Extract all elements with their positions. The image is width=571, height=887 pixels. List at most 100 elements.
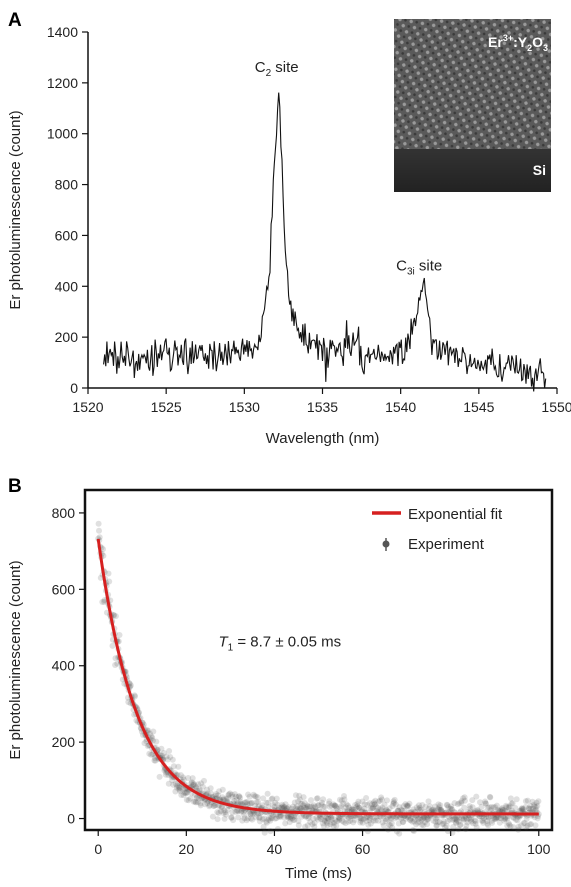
experiment-point [268, 796, 275, 803]
experiment-point [357, 815, 364, 822]
experiment-point [194, 799, 201, 806]
experiment-point [446, 816, 453, 823]
experiment-point [517, 807, 524, 814]
experiment-point [269, 815, 275, 822]
experiment-point [224, 806, 231, 813]
experiment-point [432, 815, 439, 822]
experiment-point [387, 814, 394, 821]
experiment-point [422, 803, 429, 810]
x-tick-label: 1525 [151, 399, 182, 415]
experiment-point [334, 818, 341, 825]
experiment-point [243, 817, 250, 824]
experiment-point [335, 814, 342, 821]
experiment-point [492, 804, 499, 811]
experiment-point [435, 801, 442, 808]
experiment-point [523, 815, 530, 822]
experiment-point [419, 816, 426, 822]
experiment-point [335, 817, 342, 823]
experiment-point [395, 807, 402, 814]
experiment-point [222, 809, 229, 816]
panel-b-chart: 0 200 400 600 800 0 20 40 60 80 100 Exponential fi… [7, 488, 554, 882]
experiment-point [417, 807, 424, 814]
experiment-point [414, 814, 421, 820]
experiment-point [432, 803, 439, 810]
experiment-point [405, 814, 411, 820]
experiment-point [316, 814, 323, 821]
experiment-point [470, 820, 476, 827]
experiment-point [95, 520, 102, 527]
experiment-point [522, 798, 529, 805]
experiment-point [378, 807, 385, 814]
experiment-point [190, 780, 197, 787]
experiment-point [248, 815, 255, 822]
experiment-point [520, 820, 527, 827]
experiment-point [527, 802, 534, 809]
panel-b-x-axis-title: Time (ms) [285, 865, 352, 882]
experiment-point [532, 803, 539, 810]
experiment-point [421, 814, 428, 821]
experiment-point [372, 817, 379, 824]
experiment-point [396, 804, 403, 811]
experiment-point [125, 699, 132, 705]
experiment-point [441, 818, 447, 825]
experiment-point [323, 818, 330, 825]
experiment-point [456, 800, 463, 807]
experiment-point [532, 822, 539, 829]
experiment-point [519, 806, 526, 813]
experiment-point [235, 807, 242, 814]
x-tick-label: 1535 [307, 399, 338, 415]
panel-a-series [103, 92, 547, 392]
experiment-point [255, 803, 262, 810]
experiment-point [207, 785, 214, 792]
experiment-point [238, 800, 245, 807]
experiment-point [405, 802, 412, 809]
experiment-point [534, 803, 541, 809]
experiment-point [522, 804, 529, 810]
experiment-point [328, 816, 335, 823]
experiment-point [331, 802, 338, 809]
experiment-point [342, 813, 349, 820]
experiment-point [396, 830, 403, 837]
experiment-point [463, 815, 469, 821]
experiment-point [482, 798, 489, 805]
experiment-point [507, 795, 514, 802]
experiment-point [181, 789, 188, 796]
experiment-point [363, 795, 370, 801]
experiment-point [413, 804, 420, 811]
x-tick-label: 60 [355, 841, 371, 857]
experiment-point [452, 815, 459, 822]
experiment-point [214, 809, 221, 816]
experiment-point [220, 810, 227, 817]
experiment-point [321, 803, 328, 810]
experiment-point [463, 816, 470, 823]
experiment-point [292, 792, 299, 799]
experiment-point [285, 814, 292, 821]
experiment-point [324, 815, 331, 822]
y-tick-label: 200 [52, 734, 76, 750]
experiment-point [370, 817, 377, 824]
experiment-point [310, 815, 317, 822]
experiment-point [330, 801, 337, 808]
experiment-point [448, 803, 454, 810]
experiment-point [372, 797, 379, 804]
annotation-c2-site: C2 site [255, 59, 299, 79]
experiment-point [384, 816, 391, 823]
experiment-point [292, 805, 299, 812]
experiment-point [295, 798, 302, 805]
experiment-point [469, 804, 476, 811]
experiment-point [309, 821, 316, 828]
experiment-point [354, 803, 361, 810]
experiment-point [431, 807, 438, 814]
experiment-point [444, 818, 451, 824]
experiment-point [519, 805, 526, 812]
experiment-point [253, 799, 260, 806]
experiment-point [288, 805, 295, 812]
experiment-point [482, 800, 489, 807]
experiment-point [424, 816, 431, 823]
experiment-point [313, 814, 320, 821]
experiment-point [148, 733, 155, 740]
experiment-point [510, 814, 517, 821]
experiment-point [112, 662, 119, 668]
experiment-point [494, 814, 501, 821]
experiment-point [503, 804, 510, 811]
